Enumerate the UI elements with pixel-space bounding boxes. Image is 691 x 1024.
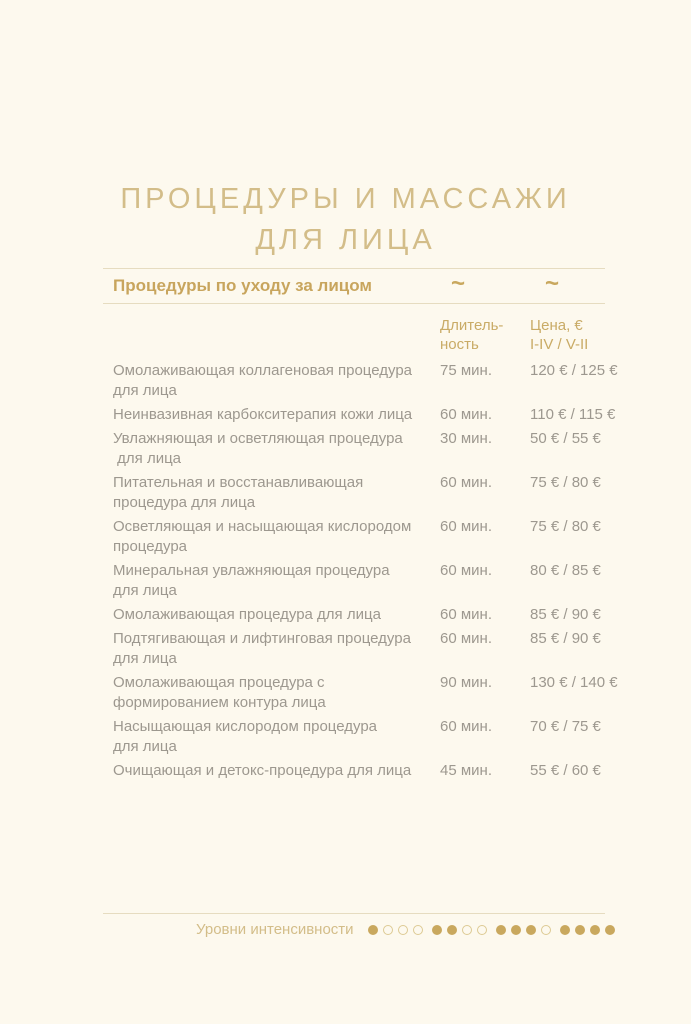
intensity-levels — [367, 924, 615, 935]
treatment-price: 70 € / 75 € — [530, 718, 601, 735]
empty-dot-icon — [461, 924, 472, 935]
treatment-price: 130 € / 140 € — [530, 674, 618, 691]
page-title: ПРОЦЕДУРЫ И МАССАЖИ ДЛЯ ЛИЦА — [120, 183, 571, 257]
treatment-duration: 30 мин. — [440, 430, 492, 447]
empty-dot-icon — [382, 924, 393, 935]
empty-dot-icon — [397, 924, 408, 935]
filled-dot-icon — [574, 924, 585, 935]
treatment-name: Осветляющая и насыщающая кислородом проц… — [113, 518, 412, 555]
filled-dot-icon — [510, 924, 521, 935]
section-heading: Процедуры по уходу за лицом — [113, 276, 372, 295]
treatment-price: 75 € / 80 € — [530, 518, 601, 535]
filled-dot-icon — [525, 924, 536, 935]
treatment-name: Минеральная увлажняющая процедура для ли… — [113, 562, 390, 599]
empty-dot-icon — [476, 924, 487, 935]
treatment-price: 85 € / 90 € — [530, 606, 601, 623]
table-row: Неинвазивная карбокситерапия кожи лица 6… — [103, 405, 663, 425]
treatment-name: Питательная и восстанавливающая процедур… — [113, 474, 364, 511]
treatment-duration: 60 мин. — [440, 606, 492, 623]
treatment-price: 50 € / 55 € — [530, 430, 601, 447]
treatment-price: 120 € / 125 € — [530, 362, 618, 379]
table-row: Питательная и восстанавливающая процедур… — [103, 473, 663, 513]
intensity-level — [367, 924, 423, 935]
treatment-name: Омолаживающая процедура для лица — [113, 606, 381, 623]
filled-dot-icon — [367, 924, 378, 935]
table-row: Подтягивающая и лифтинговая процедура дл… — [103, 629, 663, 669]
column-header-price: Цена, € I-IV / V-II — [530, 317, 589, 353]
filled-dot-icon — [604, 924, 615, 935]
treatments-table: Омолаживающая коллагеновая процедура для… — [103, 361, 663, 785]
intensity-legend: Уровни интенсивности — [103, 913, 615, 938]
treatment-duration: 60 мин. — [440, 474, 492, 491]
column-header-duration: Длитель- ность — [440, 317, 504, 353]
treatment-price: 85 € / 90 € — [530, 630, 601, 647]
table-row: Очищающая и детокс-процедура для лица 45… — [103, 761, 663, 781]
table-row: Омолаживающая коллагеновая процедура для… — [103, 361, 663, 401]
treatment-name: Омолаживающая процедура с формированием … — [113, 674, 326, 711]
treatment-price: 80 € / 85 € — [530, 562, 601, 579]
treatment-duration: 60 мин. — [440, 630, 492, 647]
treatment-duration: 60 мин. — [440, 562, 492, 579]
filled-dot-icon — [446, 924, 457, 935]
tilde-ornament-icon: ~ — [451, 270, 466, 297]
intensity-level — [431, 924, 487, 935]
treatment-name: Очищающая и детокс-процедура для лица — [113, 762, 412, 779]
filled-dot-icon — [589, 924, 600, 935]
tilde-ornament-icon: ~ — [545, 270, 560, 297]
intensity-level — [559, 924, 615, 935]
treatment-duration: 75 мин. — [440, 362, 492, 379]
table-row: Насыщающая кислородом процедура для лица… — [103, 717, 663, 757]
treatment-duration: 60 мин. — [440, 718, 492, 735]
treatment-duration: 60 мин. — [440, 518, 492, 535]
table-row: Минеральная увлажняющая процедура для ли… — [103, 561, 663, 601]
filled-dot-icon — [431, 924, 442, 935]
intensity-legend-label: Уровни интенсивности — [196, 921, 354, 938]
intensity-level — [495, 924, 551, 935]
filled-dot-icon — [495, 924, 506, 935]
table-row: Омолаживающая процедура для лица 60 мин.… — [103, 605, 663, 625]
treatment-duration: 60 мин. — [440, 406, 492, 423]
filled-dot-icon — [559, 924, 570, 935]
treatment-name: Насыщающая кислородом процедура для лица — [113, 718, 378, 755]
treatment-name: Омолаживающая коллагеновая процедура для… — [113, 362, 413, 399]
empty-dot-icon — [412, 924, 423, 935]
table-row: Увлажняющая и осветляющая процедура для … — [103, 429, 663, 469]
treatment-duration: 45 мин. — [440, 762, 492, 779]
treatment-price: 110 € / 115 € — [530, 406, 616, 423]
table-row: Омолаживающая процедура с формированием … — [103, 673, 663, 713]
table-row: Осветляющая и насыщающая кислородом проц… — [103, 517, 663, 557]
treatment-duration: 90 мин. — [440, 674, 492, 691]
empty-dot-icon — [540, 924, 551, 935]
section-header-bar: Процедуры по уходу за лицом ~ ~ — [103, 268, 605, 304]
treatment-price: 75 € / 80 € — [530, 474, 601, 491]
treatment-name: Подтягивающая и лифтинговая процедура дл… — [113, 630, 411, 667]
treatment-name: Увлажняющая и осветляющая процедура для … — [113, 430, 403, 467]
treatment-price: 55 € / 60 € — [530, 762, 601, 779]
treatment-name: Неинвазивная карбокситерапия кожи лица — [113, 406, 413, 423]
